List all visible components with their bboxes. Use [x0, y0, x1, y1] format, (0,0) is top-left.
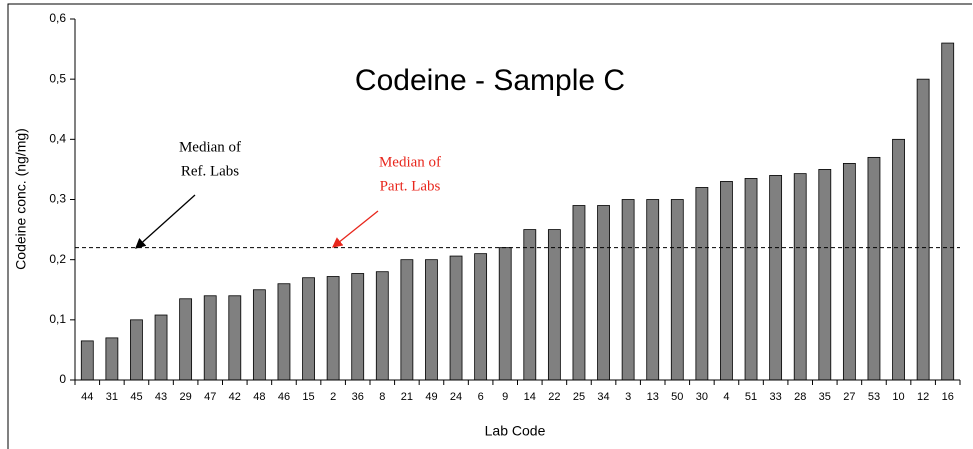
bar — [793, 173, 807, 381]
bar — [130, 319, 143, 381]
y-tick-label: 0,2 — [49, 252, 66, 266]
x-tick-label: 42 — [229, 391, 241, 403]
y-tick-label: 0,1 — [49, 312, 66, 326]
y-tick-label: 0,3 — [49, 192, 66, 206]
x-tick-label: 4 — [723, 391, 729, 403]
x-tick-label: 3 — [625, 391, 631, 403]
x-tick-label: 8 — [379, 391, 385, 403]
bar — [769, 175, 783, 381]
x-tick-label: 27 — [843, 391, 855, 403]
x-tick-label: 43 — [155, 391, 167, 403]
bar — [277, 283, 291, 381]
x-tick-label: 28 — [794, 391, 806, 403]
annotation: Median of — [179, 139, 241, 155]
x-tick-label: 24 — [450, 391, 462, 403]
x-tick-label: 12 — [917, 391, 929, 403]
x-tick-label: 53 — [868, 391, 880, 403]
x-axis-label: Lab Code — [485, 423, 546, 439]
x-tick-label: 21 — [401, 391, 413, 403]
annotation: Ref. Labs — [181, 163, 239, 179]
x-tick-label: 34 — [597, 391, 609, 403]
x-tick-label: 48 — [253, 391, 265, 403]
x-tick-label: 10 — [892, 391, 904, 403]
x-tick-label: 46 — [278, 391, 290, 403]
x-tick-label: 51 — [745, 391, 757, 403]
bar — [670, 199, 684, 381]
bar — [326, 276, 340, 381]
bar — [154, 314, 168, 381]
x-tick-label: 25 — [573, 391, 585, 403]
bar — [597, 205, 610, 381]
bar — [572, 205, 586, 381]
bar — [400, 259, 414, 381]
annotation-arrow — [331, 210, 379, 248]
bar — [375, 271, 389, 381]
bar — [842, 162, 856, 381]
bar — [474, 253, 488, 381]
bar — [744, 178, 758, 381]
bar — [425, 259, 438, 381]
bar — [203, 295, 217, 381]
x-tick-label: 50 — [671, 391, 683, 403]
bar — [302, 277, 315, 381]
chart-title: Codeine - Sample C — [355, 64, 625, 97]
x-tick-label: 6 — [478, 391, 484, 403]
x-tick-label: 36 — [352, 391, 364, 403]
y-tick-label: 0,6 — [49, 11, 66, 25]
annotation-arrow — [135, 194, 196, 249]
bar — [720, 181, 733, 381]
bar — [228, 295, 242, 381]
annotation: Part. Labs — [380, 178, 441, 194]
bar — [498, 247, 512, 381]
x-tick-label: 35 — [819, 391, 831, 403]
x-tick-label: 2 — [330, 391, 336, 403]
x-tick-label: 22 — [548, 391, 560, 403]
frame — [7, 3, 972, 449]
y-tick-label: 0,4 — [49, 132, 66, 146]
bar — [523, 229, 537, 381]
x-tick-label: 33 — [770, 391, 782, 403]
x-tick-label: 31 — [106, 391, 118, 403]
x-tick-label: 9 — [502, 391, 508, 403]
bar — [646, 199, 660, 381]
x-tick-label: 30 — [696, 391, 708, 403]
bar — [867, 156, 881, 381]
bar — [179, 298, 193, 381]
bar — [105, 337, 119, 381]
bar — [621, 199, 635, 381]
bar — [449, 255, 463, 381]
y-axis-label: Codeine conc. (ng/mg) — [13, 128, 29, 270]
x-tick-label: 15 — [302, 391, 314, 403]
bar — [818, 169, 832, 381]
bar — [916, 78, 930, 381]
bar — [695, 187, 709, 381]
annotation: Median of — [379, 154, 441, 170]
bar — [252, 289, 266, 381]
x-tick-label: 29 — [180, 391, 192, 403]
y-tick-label: 0,5 — [49, 71, 66, 85]
bar — [80, 340, 94, 381]
x-tick-label: 13 — [647, 391, 659, 403]
bar — [547, 229, 561, 381]
x-tick-label: 44 — [81, 391, 93, 403]
bar — [941, 42, 955, 381]
x-tick-label: 47 — [204, 391, 216, 403]
y-tick-label: 0 — [59, 372, 66, 386]
bar — [351, 273, 365, 381]
x-tick-label: 16 — [942, 391, 954, 403]
x-tick-label: 45 — [130, 391, 142, 403]
x-tick-label: 14 — [524, 391, 536, 403]
x-tick-label: 49 — [425, 391, 437, 403]
bar — [892, 138, 905, 381]
